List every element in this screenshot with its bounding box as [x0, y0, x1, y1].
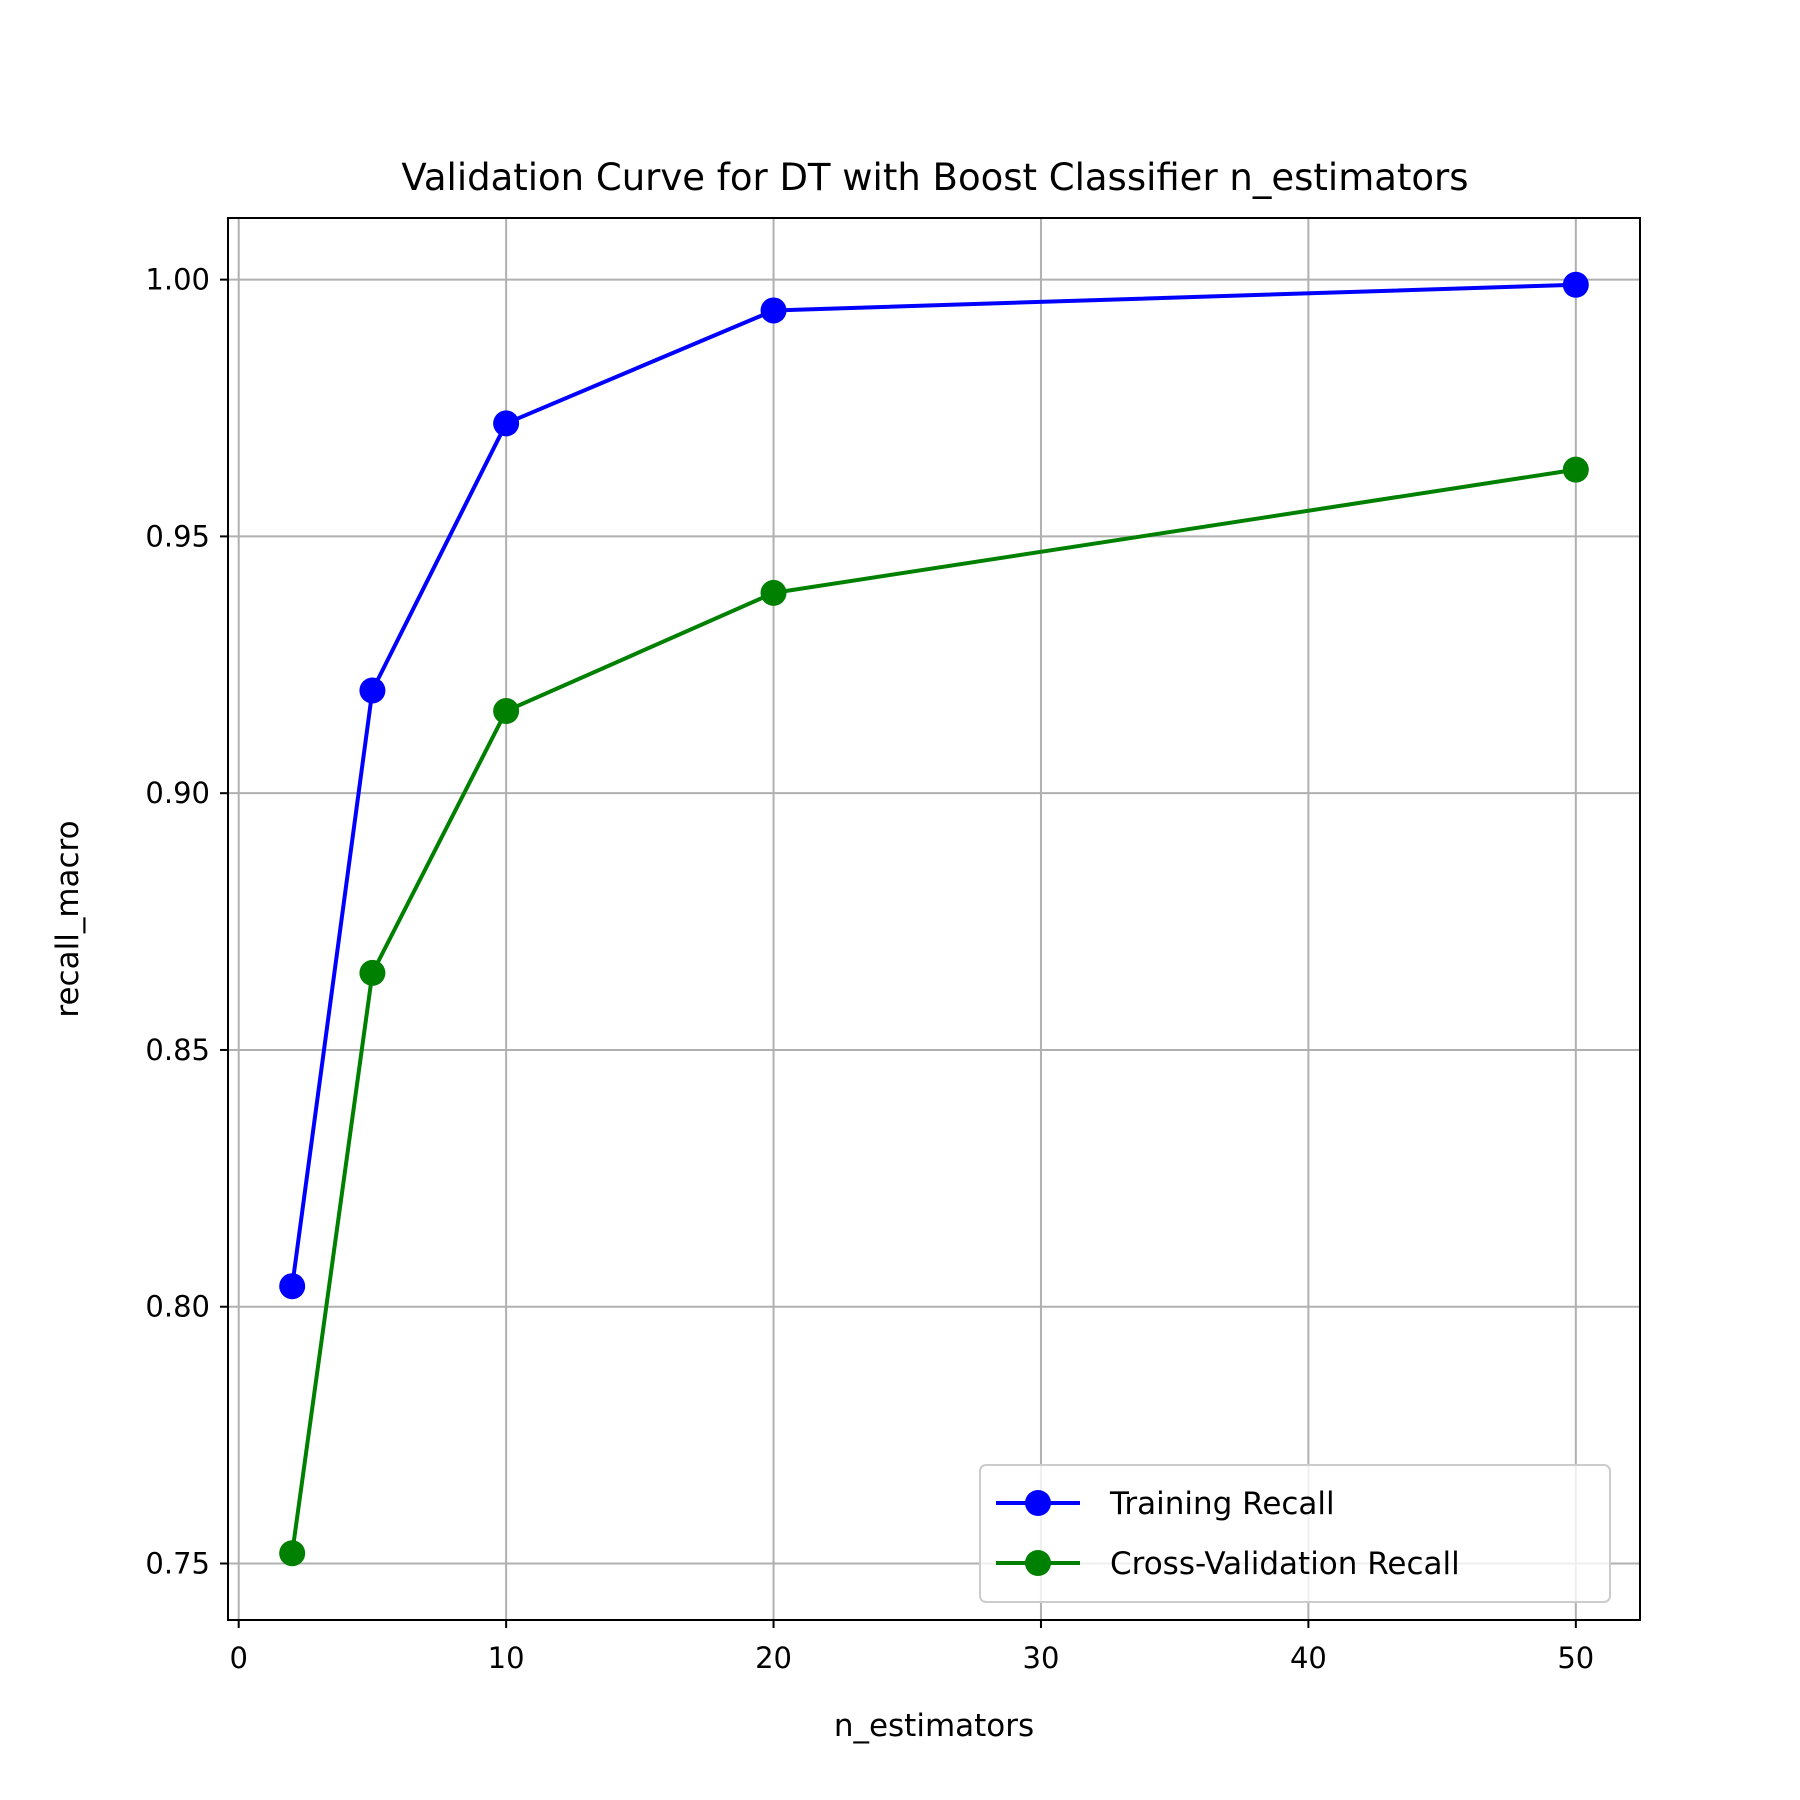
x-tick-label: 50 [1557, 1641, 1594, 1675]
legend-marker [1025, 1490, 1051, 1516]
y-axis-label: recall_macro [50, 820, 86, 1017]
grid-lines [228, 218, 1640, 1620]
series-point-0 [760, 297, 787, 324]
chart-title: Validation Curve for DT with Boost Class… [401, 156, 1468, 199]
legend-label: Cross-Validation Recall [1110, 1546, 1460, 1582]
y-tick-label: 0.80 [145, 1290, 210, 1324]
x-tick-label: 30 [1023, 1641, 1060, 1675]
series-point-0 [1562, 271, 1589, 298]
y-tick-label: 0.75 [145, 1547, 210, 1581]
series-markers [279, 271, 1589, 1567]
y-tick-label: 0.85 [145, 1033, 210, 1067]
plot-frame [227, 217, 1641, 1621]
plot-background [228, 218, 1640, 1620]
x-axis-label: n_estimators [834, 1708, 1034, 1744]
y-tick-label: 0.90 [145, 776, 210, 810]
series-point-0 [493, 410, 520, 437]
y-tick-label: 1.00 [145, 263, 210, 297]
y-axis: 0.75 0.80 0.85 0.90 0.95 1.00 [145, 263, 228, 1581]
x-axis: 0 10 20 30 40 50 [229, 1620, 1594, 1675]
series-point-1 [279, 1540, 306, 1567]
legend-label: Training Recall [1109, 1486, 1335, 1522]
legend-marker [1025, 1550, 1051, 1576]
y-tick-label: 0.95 [145, 519, 210, 553]
series-point-1 [1562, 456, 1589, 483]
x-tick-label: 40 [1290, 1641, 1327, 1675]
series-point-1 [359, 959, 386, 986]
series-point-0 [279, 1273, 306, 1300]
series-point-0 [359, 677, 386, 704]
legend-box [979, 1464, 1611, 1603]
x-tick-label: 20 [755, 1641, 792, 1675]
series-point-1 [760, 579, 787, 606]
x-tick-label: 10 [488, 1641, 525, 1675]
series-point-1 [493, 698, 520, 725]
x-tick-label: 0 [229, 1641, 247, 1675]
plot-area [227, 217, 1641, 1621]
legend: Training Recall Cross-Validation Recall [979, 1464, 1611, 1603]
